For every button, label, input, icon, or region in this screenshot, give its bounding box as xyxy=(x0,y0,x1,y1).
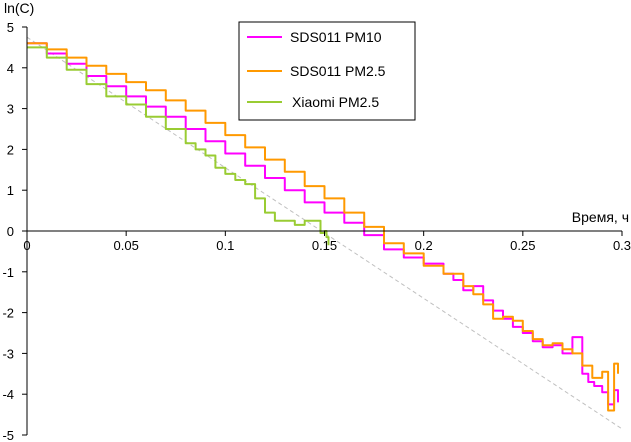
ticks-layer: 0 0.05 0.1 0.15 0.2 0.25 0.3 -5 -4 -3 -2 -1 0 1 2 3 4 5 xyxy=(2,20,631,442)
y-tick-label: -4 xyxy=(2,387,14,402)
y-tick-label: 5 xyxy=(7,20,14,35)
x-tick-label: 0.25 xyxy=(510,238,535,253)
x-axis-title: Время, ч xyxy=(572,209,629,225)
y-tick-label: -2 xyxy=(2,306,14,321)
x-tick-label: 0.15 xyxy=(312,238,337,253)
legend-label-xiaomi-pm25: Xiaomi PM2.5 xyxy=(292,94,379,110)
x-tick-label: 0.05 xyxy=(114,238,139,253)
y-tick-label: -3 xyxy=(2,346,14,361)
legend-label-sds011-pm25: SDS011 PM2.5 xyxy=(290,63,386,79)
series-layer xyxy=(27,42,619,412)
y-tick-label: -1 xyxy=(2,265,14,280)
legend-label-sds011-pm10: SDS011 PM10 xyxy=(290,29,382,45)
y-tick-label: -5 xyxy=(2,428,14,442)
series-line-sds011-pm25 xyxy=(27,42,619,412)
series-line-xiaomi-pm25 xyxy=(27,46,330,246)
x-tick-label: 0 xyxy=(23,238,30,253)
y-tick-label: 1 xyxy=(7,183,14,198)
x-tick-label: 0.1 xyxy=(216,238,234,253)
y-tick-label: 3 xyxy=(7,102,14,117)
x-tick-label: 0.2 xyxy=(415,238,433,253)
y-tick-label: 4 xyxy=(7,61,14,76)
y-tick-label: 0 xyxy=(7,224,14,239)
legend: SDS011 PM10 SDS011 PM2.5 Xiaomi PM2.5 xyxy=(238,21,416,121)
y-tick-label: 2 xyxy=(7,142,14,157)
y-axis-title: ln(C) xyxy=(4,0,34,16)
x-tick-label: 0.3 xyxy=(613,238,631,253)
